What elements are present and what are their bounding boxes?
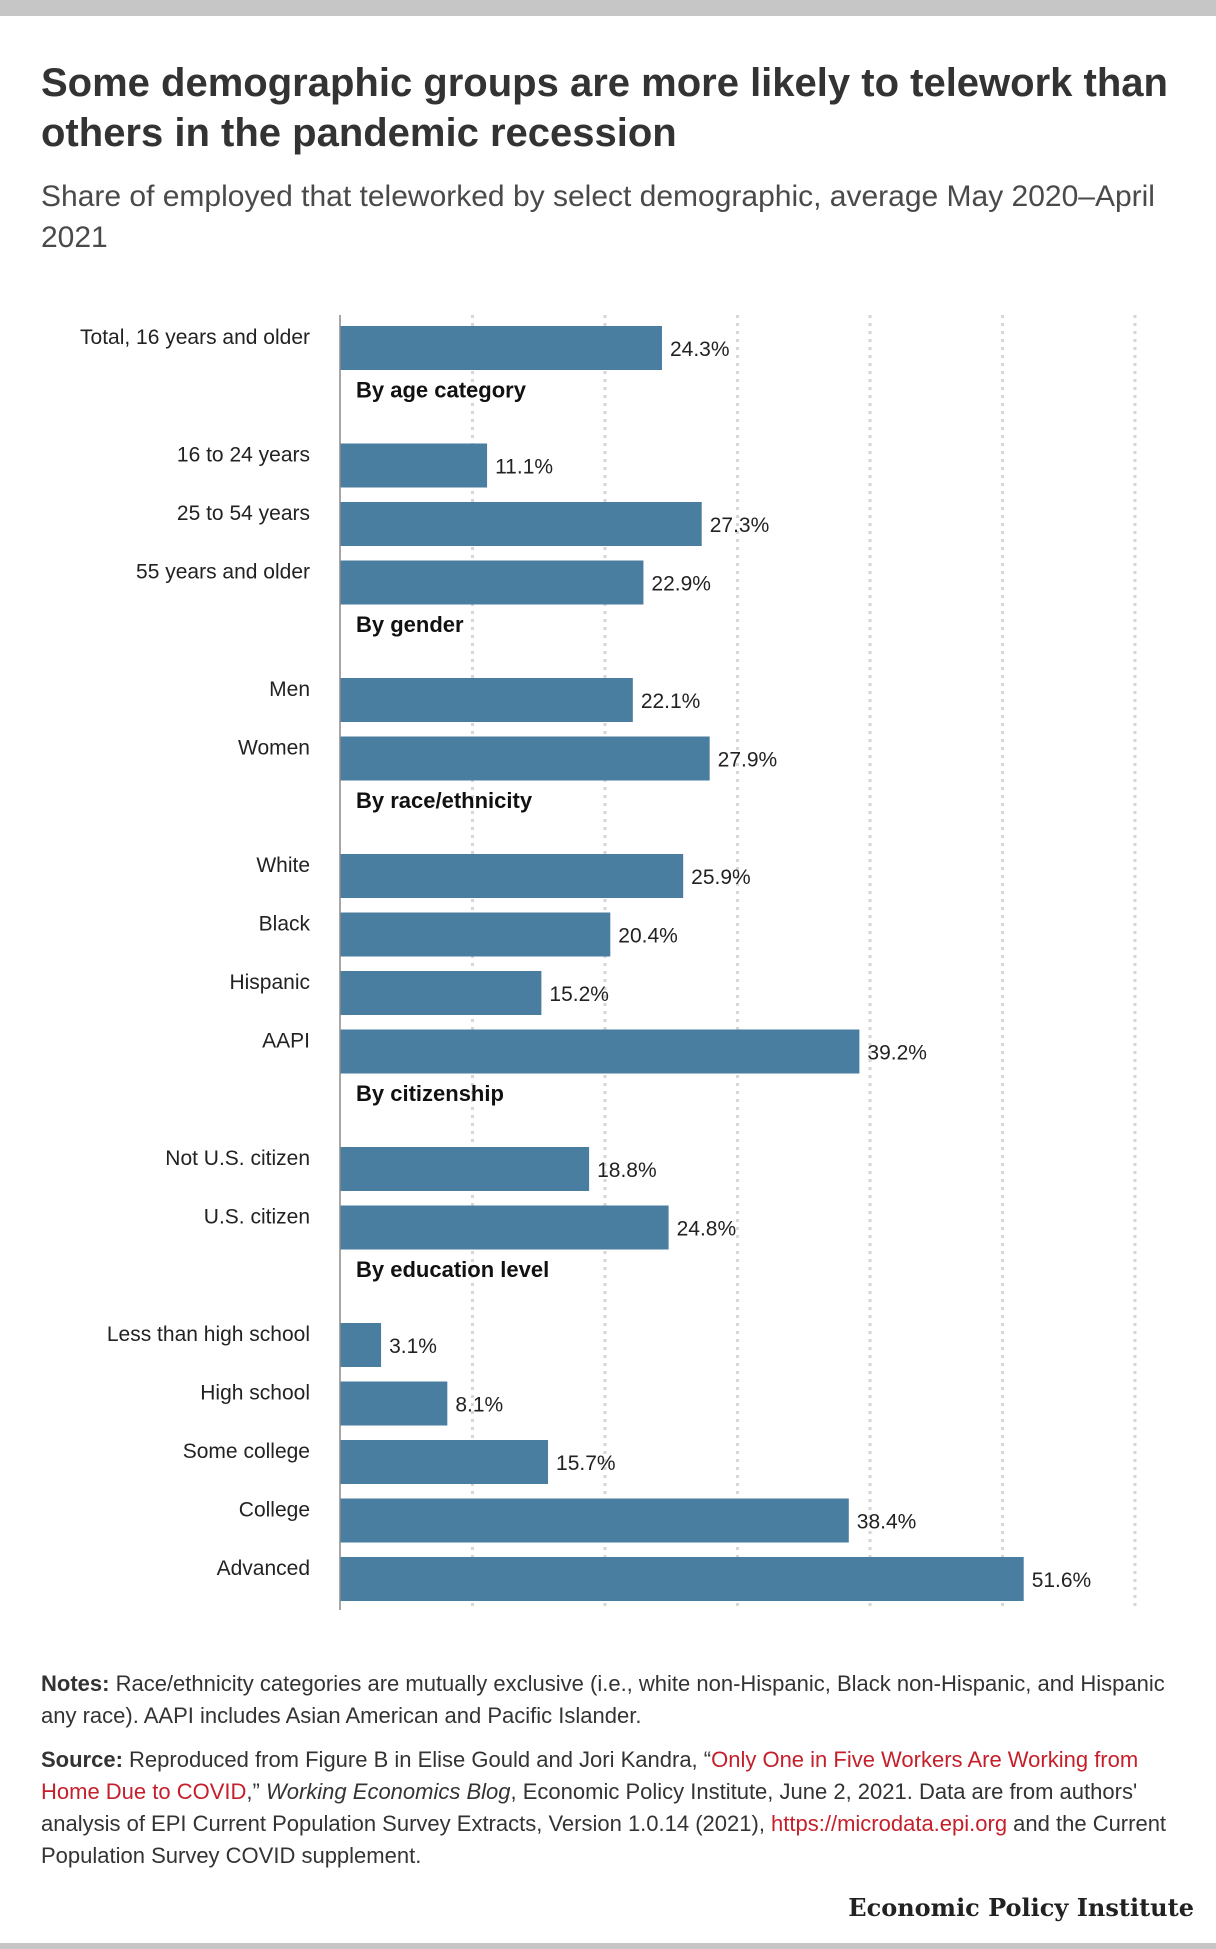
category-label: U.S. citizen — [204, 1206, 310, 1229]
source-text-1: Reproduced from Figure B in Elise Gould … — [122, 1747, 712, 1772]
value-label: 15.2% — [549, 983, 609, 1006]
source-blog-name: Working Economics Blog — [265, 1779, 511, 1804]
bar — [340, 1381, 448, 1426]
bar — [340, 443, 488, 488]
value-label: 27.9% — [718, 749, 778, 772]
bar — [340, 1498, 849, 1543]
value-label: 27.3% — [710, 514, 770, 537]
chart-subtitle: Share of employed that teleworked by sel… — [41, 180, 1155, 254]
category-label: Not U.S. citizen — [165, 1147, 310, 1170]
source-text-2: ,” — [246, 1779, 266, 1804]
bar — [340, 560, 644, 605]
bar — [340, 326, 662, 370]
value-label: 38.4% — [857, 1511, 917, 1534]
value-label: 18.8% — [597, 1159, 657, 1182]
section-header: By gender — [356, 612, 464, 637]
category-label: Black — [259, 913, 311, 936]
value-label: 22.1% — [641, 690, 701, 713]
category-label: Hispanic — [229, 971, 310, 994]
value-label: 15.7% — [556, 1452, 616, 1475]
bar — [340, 1205, 669, 1250]
value-label: 25.9% — [691, 866, 751, 889]
value-label: 8.1% — [455, 1394, 503, 1417]
category-label: Some college — [183, 1440, 310, 1463]
bar-chart: Total, 16 years and older 24.3% By age cat… — [80, 315, 1137, 1610]
category-label: White — [256, 854, 310, 877]
category-label: Less than high school — [107, 1323, 310, 1346]
category-label: Men — [269, 678, 310, 701]
notes-lead: Notes: — [41, 1671, 110, 1696]
bar — [340, 1557, 1024, 1601]
source-url-link[interactable]: https://microdata.epi.org — [771, 1811, 1008, 1836]
notes-text: Race/ethnicity categories are mutually e… — [41, 1671, 1165, 1728]
bar — [340, 854, 684, 898]
source-text-4: and the Current Population Survey COVID … — [41, 1811, 1167, 1868]
value-label: 20.4% — [618, 925, 678, 948]
value-label: 22.9% — [651, 573, 711, 596]
source-text-3: , Economic Policy Institute, June 2, 202… — [41, 1779, 1138, 1836]
category-label: 25 to 54 years — [177, 502, 310, 525]
value-label: 24.3% — [670, 338, 730, 361]
value-label: 11.1% — [495, 456, 553, 479]
top-border — [0, 0, 1216, 16]
category-label: 16 to 24 years — [177, 444, 310, 467]
bar — [340, 971, 542, 1015]
section-header: By citizenship — [356, 1081, 504, 1106]
bar — [340, 912, 611, 957]
value-label: 24.8% — [677, 1218, 737, 1241]
category-label: 55 years and older — [136, 561, 310, 584]
value-label: 3.1% — [389, 1335, 437, 1358]
bar — [340, 502, 702, 546]
bar — [340, 736, 710, 781]
section-header: By education level — [356, 1257, 549, 1282]
bar — [340, 1323, 382, 1367]
category-label: College — [239, 1499, 310, 1522]
bar — [340, 1440, 549, 1484]
category-label: Women — [238, 737, 310, 760]
source-article-link[interactable]: Only One in Five Workers Are Working fro… — [41, 1747, 1139, 1804]
bar — [340, 1029, 860, 1074]
category-label: Advanced — [217, 1557, 310, 1580]
epi-logo-text: Economic Policy Institute — [848, 1893, 1194, 1922]
notes-section: Notes: Race/ethnicity categories are mut… — [41, 1668, 1191, 1884]
bar — [340, 1147, 590, 1191]
value-label: 51.6% — [1032, 1569, 1092, 1592]
section-header: By age category — [356, 378, 527, 403]
source-paragraph: Source: Reproduced from Figure B in Elis… — [41, 1744, 1191, 1872]
category-label: High school — [200, 1382, 310, 1405]
bottom-border — [0, 1943, 1216, 1949]
chart-title: Some demographic groups are more likely … — [41, 61, 1168, 155]
bar — [340, 678, 633, 722]
category-label: Total, 16 years and older — [80, 326, 310, 349]
notes-paragraph: Notes: Race/ethnicity categories are mut… — [41, 1668, 1191, 1732]
category-label: AAPI — [262, 1030, 310, 1053]
value-label: 39.2% — [867, 1042, 927, 1065]
section-header: By race/ethnicity — [356, 788, 533, 813]
source-lead: Source: — [41, 1747, 123, 1772]
